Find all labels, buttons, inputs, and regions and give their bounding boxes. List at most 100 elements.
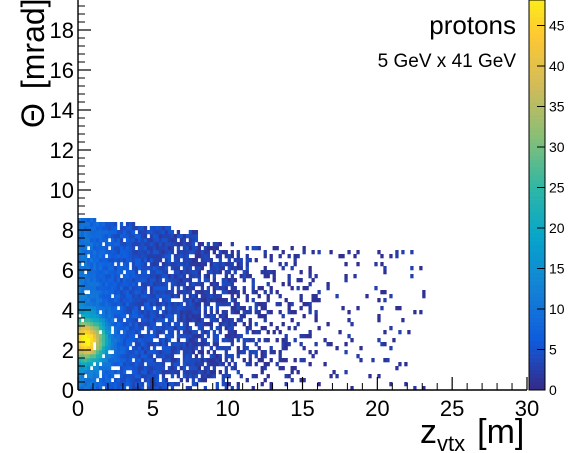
heatmap-bin	[128, 330, 133, 335]
heatmap-bin	[161, 370, 166, 375]
heatmap-bin	[137, 294, 142, 299]
heatmap-bin	[95, 318, 100, 323]
heatmap-bin	[131, 350, 136, 355]
heatmap-bin	[167, 262, 172, 267]
heatmap-bin	[188, 270, 193, 275]
heatmap-bin	[125, 382, 130, 387]
heatmap-bin	[170, 386, 175, 391]
heatmap-bin	[146, 246, 151, 251]
heatmap-bin	[116, 254, 121, 259]
heatmap-bin	[281, 342, 285, 347]
heatmap-bin	[230, 306, 234, 311]
heatmap-bin	[188, 246, 193, 251]
heatmap-bin	[194, 382, 199, 387]
heatmap-bin	[161, 318, 166, 323]
heatmap-bin	[392, 338, 396, 343]
heatmap-bin	[221, 362, 225, 367]
heatmap-bin	[248, 358, 252, 363]
heatmap-bin	[140, 350, 145, 355]
heatmap-bin	[95, 262, 100, 267]
heatmap-bin	[170, 326, 175, 331]
heatmap-bin	[173, 310, 178, 315]
colorbar-segment	[529, 159, 545, 164]
heatmap-bin	[116, 322, 121, 327]
heatmap-bin	[78, 326, 82, 331]
heatmap-bin	[113, 274, 118, 279]
colorbar-segment	[529, 292, 545, 298]
heatmap-bin	[104, 310, 109, 315]
heatmap-bin	[299, 358, 303, 363]
heatmap-bin	[125, 342, 130, 347]
heatmap-bin	[80, 314, 85, 319]
heatmap-bin	[134, 282, 139, 287]
heatmap-bin	[122, 286, 127, 291]
heatmap-bin	[113, 310, 118, 315]
heatmap-bin	[158, 266, 163, 271]
heatmap-bin	[140, 370, 145, 375]
heatmap-bin	[197, 326, 202, 331]
heatmap-bin	[176, 274, 181, 279]
heatmap-bin	[248, 310, 252, 315]
heatmap-bin	[179, 250, 184, 255]
heatmap-bin	[89, 218, 94, 223]
heatmap-bin	[98, 238, 103, 243]
heatmap-bin	[95, 282, 100, 287]
colorbar-segment	[529, 82, 545, 87]
heatmap-bin	[242, 274, 246, 279]
heatmap-bin	[230, 290, 234, 295]
heatmap-bin	[191, 246, 196, 251]
heatmap-bin	[161, 238, 166, 243]
colorbar-segment	[529, 1, 545, 6]
heatmap-bin	[230, 358, 234, 363]
heatmap-bin	[95, 370, 100, 375]
heatmap-bin	[197, 250, 202, 255]
heatmap-bin	[122, 370, 127, 375]
heatmap-bin	[86, 334, 91, 339]
heatmap-bin	[359, 358, 363, 363]
heatmap-bin	[131, 322, 136, 327]
heatmap-bin	[95, 222, 100, 227]
heatmap-bin	[167, 358, 172, 363]
heatmap-bin	[83, 274, 88, 279]
heatmap-bin	[158, 354, 163, 359]
y-axis-symbol: Θ	[15, 103, 51, 128]
heatmap-bin	[194, 270, 199, 275]
heatmap-bin	[203, 302, 208, 307]
heatmap-bin	[380, 342, 384, 347]
heatmap-bin	[167, 366, 172, 371]
heatmap-bin	[140, 318, 145, 323]
heatmap-bin	[308, 266, 312, 271]
heatmap-bin	[401, 318, 405, 323]
heatmap-bin	[206, 350, 210, 355]
heatmap-bin	[131, 370, 136, 375]
heatmap-bin	[161, 366, 166, 371]
heatmap-bin	[236, 318, 240, 323]
heatmap-bin	[149, 274, 154, 279]
heatmap-bin	[86, 362, 91, 367]
heatmap-bin	[167, 274, 172, 279]
heatmap-bin	[221, 314, 225, 319]
x-tick-label: 5	[147, 396, 159, 421]
heatmap-bin	[314, 318, 318, 323]
heatmap-bin	[239, 314, 243, 319]
heatmap-bin	[107, 262, 112, 267]
heatmap-bin	[236, 262, 240, 267]
heatmap-bin	[137, 234, 142, 239]
y-axis-title: Θ[mrad]	[15, 0, 51, 128]
heatmap-bin	[86, 218, 91, 223]
heatmap-bin	[92, 226, 97, 231]
heatmap-bin	[188, 338, 193, 343]
heatmap-bin	[140, 274, 145, 279]
heatmap-bin	[92, 326, 97, 331]
heatmap-bin	[170, 354, 175, 359]
colorbar-segment	[529, 284, 545, 290]
heatmap-bin	[95, 330, 100, 335]
heatmap-bin	[218, 298, 222, 303]
heatmap-bin	[167, 258, 172, 263]
heatmap-bin	[119, 358, 124, 363]
heatmap-bin	[95, 290, 100, 295]
heatmap-bin	[176, 302, 181, 307]
x-tick-label: 0	[72, 396, 84, 421]
heatmap-bin	[80, 386, 85, 391]
heatmap-bin	[185, 246, 190, 251]
